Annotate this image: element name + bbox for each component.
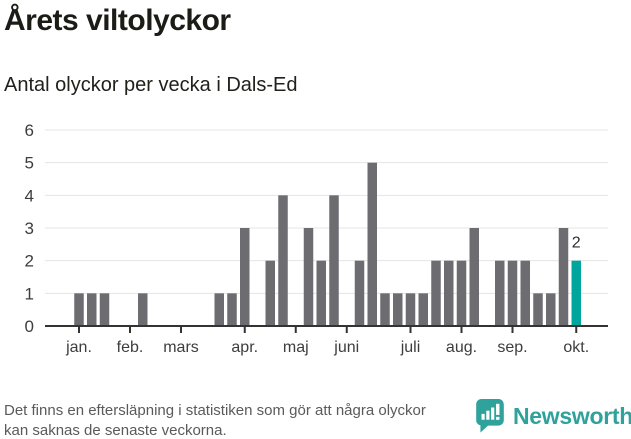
bar-week [329, 195, 339, 326]
bar-week [495, 260, 505, 326]
chart-subtitle: Antal olyckor per vecka i Dals-Ed [4, 74, 298, 96]
bar-week [265, 260, 275, 326]
bar-week [316, 260, 326, 326]
bar-week [520, 260, 530, 326]
bar-week [546, 293, 556, 326]
bar-week [507, 260, 518, 326]
page-title: Årets viltolyckor [4, 4, 231, 37]
bar-week [354, 260, 365, 326]
bar-week [214, 293, 224, 326]
x-tick-label: juli [400, 339, 421, 356]
bar-week [431, 260, 441, 326]
bar-week [533, 293, 543, 326]
bar-week [367, 162, 377, 326]
bar-week [240, 228, 250, 326]
bar-week [87, 293, 97, 326]
y-tick-label: 1 [25, 284, 34, 303]
bar-chart: jan. feb. mars apr. maj juni juli aug. sep. okt. 0… [25, 121, 608, 356]
y-tick-label: 3 [25, 219, 34, 238]
bar-week [138, 293, 148, 326]
bar-week [380, 293, 390, 326]
bar-week [558, 228, 569, 326]
x-tick-label: okt. [563, 339, 589, 356]
bar-week [303, 228, 314, 326]
y-tick-label: 4 [25, 186, 34, 205]
bar-week [469, 228, 479, 326]
y-tick-label: 6 [25, 121, 34, 140]
x-tick-label: sep. [497, 339, 527, 356]
bar-week [444, 260, 454, 326]
x-tick-label: maj [283, 339, 309, 356]
x-tick-label: mars [163, 339, 199, 356]
newsworthy-logo: Newsworthy [476, 399, 631, 433]
bar-week [278, 195, 288, 326]
x-tick-label: juni [333, 339, 359, 356]
bar-week [99, 293, 110, 326]
bar-current-week [571, 260, 581, 326]
y-tick-label: 2 [25, 252, 34, 271]
bar-week [74, 293, 84, 326]
y-tick-label: 0 [25, 317, 34, 336]
bar-week [418, 293, 428, 326]
bar-week [227, 293, 237, 326]
current-week-value-label: 2 [572, 235, 581, 252]
x-tick-label: aug. [446, 339, 477, 356]
bar-week [405, 293, 416, 326]
newsworthy-wordmark: Newsworthy [513, 402, 631, 429]
footer-note: Det finns en eftersläpning i statistiken… [4, 402, 426, 439]
bar-week [456, 260, 467, 326]
bar-week [393, 293, 403, 326]
x-tick-label: apr. [231, 339, 258, 356]
newsworthy-speech-bubble-chart-icon [476, 399, 504, 433]
x-tick-label: jan. [65, 339, 92, 356]
x-tick-label: feb. [117, 339, 144, 356]
y-tick-label: 5 [25, 154, 34, 173]
